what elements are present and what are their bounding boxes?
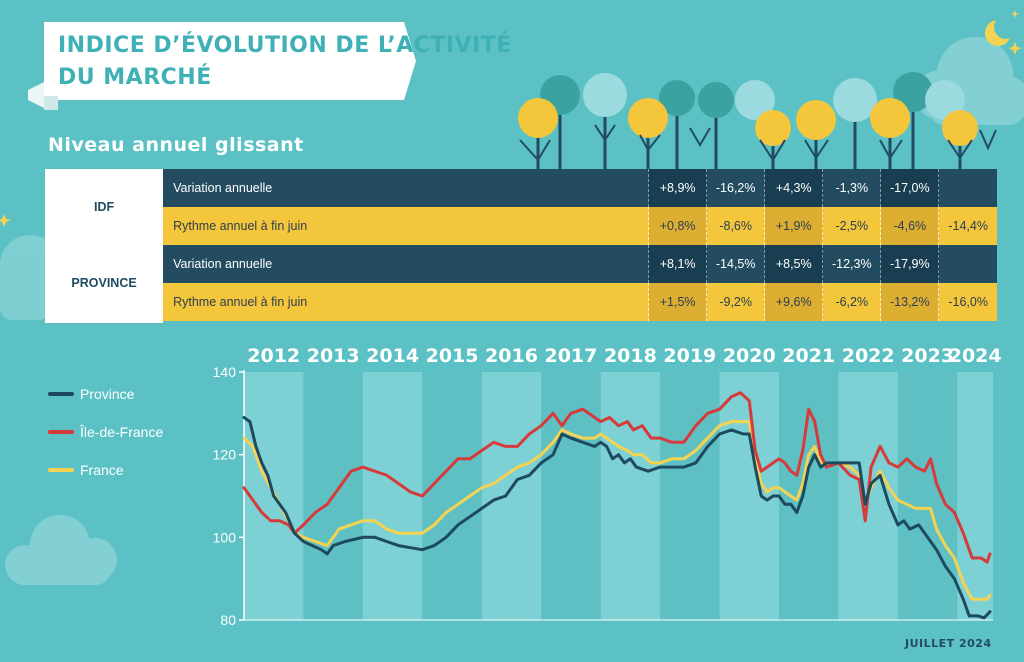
table-cell: -14,4% xyxy=(938,207,997,245)
year-label: 2012 xyxy=(247,345,300,367)
year-band xyxy=(422,372,482,620)
title-line-1: INDICE D’ÉVOLUTION DE L’ACTIVITÉ xyxy=(58,33,512,58)
series-line-france xyxy=(242,420,992,601)
table-cell: -12,3% xyxy=(822,245,881,283)
variation-table: IDF Variation annuelle +8,9% -16,2% +4,3% -1,… xyxy=(45,169,997,321)
table-cell xyxy=(938,169,997,207)
y-tick-label: 80 xyxy=(220,612,236,628)
table-cell: +1,9% xyxy=(764,207,823,245)
year-label: 2022 xyxy=(842,345,895,367)
table-cell: +1,5% xyxy=(648,283,707,321)
year-label: 2018 xyxy=(604,345,657,367)
table-row: Rythme annuel à fin juin +1,5% -9,2% +9,6% -… xyxy=(45,283,997,321)
year-band xyxy=(541,372,601,620)
table-cell: +4,3% xyxy=(764,169,823,207)
y-tick-label: 140 xyxy=(213,364,237,380)
table-cell: -4,6% xyxy=(880,207,939,245)
table-row: PROVINCE Variation annuelle +8,1% -14,5% +8,… xyxy=(45,245,997,321)
year-label: 2015 xyxy=(426,345,479,367)
region-label: PROVINCE xyxy=(45,245,164,321)
legend-item-france: France xyxy=(48,451,163,489)
table-cell: -2,5% xyxy=(822,207,881,245)
legend-label: France xyxy=(80,462,124,478)
page-subtitle: Niveau annuel glissant xyxy=(48,134,304,156)
table-cell: +8,1% xyxy=(648,245,707,283)
year-label: 2024 xyxy=(949,345,1002,367)
page-title: INDICE D’ÉVOLUTION DE L’ACTIVITÉ DU MARC… xyxy=(58,30,512,94)
year-label: 2013 xyxy=(307,345,360,367)
table-cell xyxy=(938,245,997,283)
table-cell: +0,8% xyxy=(648,207,707,245)
table-cell: -14,5% xyxy=(706,245,765,283)
chart-legend: Province Île-de-France France xyxy=(48,375,163,489)
y-tick-label: 100 xyxy=(213,529,237,545)
legend-swatch xyxy=(48,468,74,472)
table-cell: -1,3% xyxy=(822,169,881,207)
date-footnote: JUILLET 2024 xyxy=(905,637,992,650)
table-row: Rythme annuel à fin juin +0,8% -8,6% +1,9% -… xyxy=(45,207,997,245)
year-band xyxy=(897,372,958,620)
year-band xyxy=(660,372,720,620)
legend-label: Province xyxy=(80,386,135,402)
table-cell: -13,2% xyxy=(880,283,939,321)
year-label: 2017 xyxy=(544,345,597,367)
table-cell: -6,2% xyxy=(822,283,881,321)
title-line-2: DU MARCHÉ xyxy=(58,65,212,90)
table-row: IDF Variation annuelle +8,9% -16,2% +4,3% -1,… xyxy=(45,169,997,245)
moon-icon xyxy=(985,15,1018,46)
year-label: 2023 xyxy=(901,345,954,367)
year-band xyxy=(481,372,542,620)
row-label: Rythme annuel à fin juin xyxy=(163,283,649,321)
cloud-icon xyxy=(0,235,60,320)
table-cell: +8,9% xyxy=(648,169,707,207)
year-label: 2019 xyxy=(663,345,716,367)
cloud-icon xyxy=(5,515,117,585)
table-cell: -9,2% xyxy=(706,283,765,321)
title-banner xyxy=(28,22,416,110)
table-cell: -16,2% xyxy=(706,169,765,207)
star-icon xyxy=(0,10,1022,227)
year-band xyxy=(600,372,661,620)
legend-item-idf: Île-de-France xyxy=(48,413,163,451)
row-label: Variation annuelle xyxy=(163,169,649,207)
trees-illustration xyxy=(518,72,997,170)
legend-swatch xyxy=(48,392,74,396)
table-cell: -8,6% xyxy=(706,207,765,245)
series-line-province xyxy=(242,416,992,620)
year-band xyxy=(362,372,423,620)
legend-label: Île-de-France xyxy=(80,424,164,440)
year-label: 2020 xyxy=(723,345,776,367)
row-label: Variation annuelle xyxy=(163,245,649,283)
table-cell: -16,0% xyxy=(938,283,997,321)
legend-swatch xyxy=(48,430,74,434)
table-cell: -17,0% xyxy=(880,169,939,207)
region-label: IDF xyxy=(45,169,164,245)
table-cell: +8,5% xyxy=(764,245,823,283)
year-label: 2016 xyxy=(485,345,538,367)
legend-item-province: Province xyxy=(48,375,163,413)
table-cell: -17,9% xyxy=(880,245,939,283)
year-label: 2014 xyxy=(366,345,419,367)
row-label: Rythme annuel à fin juin xyxy=(163,207,649,245)
series-line--le-de-france xyxy=(242,391,992,564)
y-tick-label: 120 xyxy=(213,447,237,463)
table-cell: +9,6% xyxy=(764,283,823,321)
year-label: 2021 xyxy=(782,345,835,367)
